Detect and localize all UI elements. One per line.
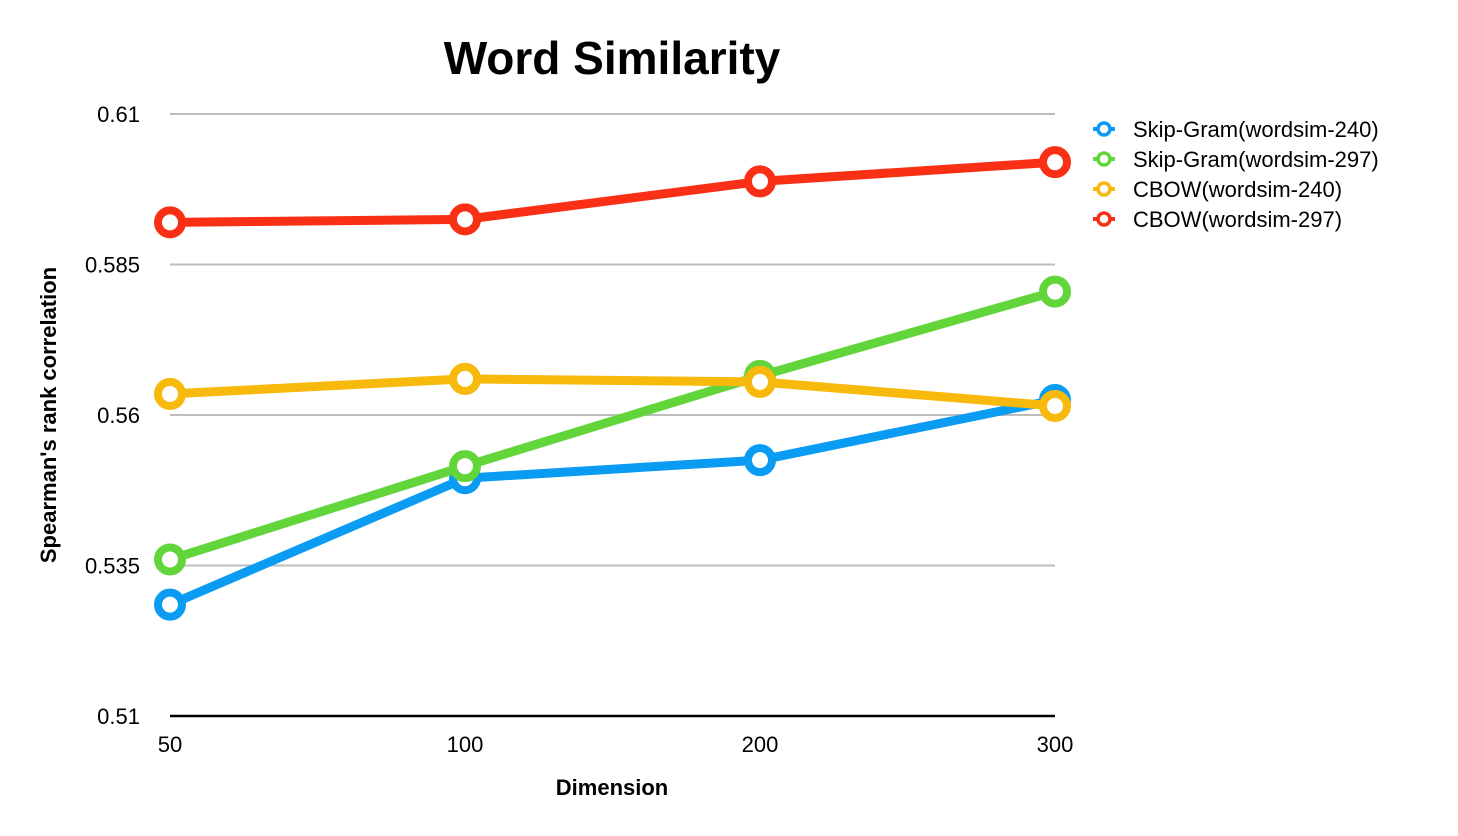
data-point bbox=[154, 206, 186, 239]
series-line bbox=[165, 374, 1060, 411]
legend-label: Skip-Gram(wordsim-240) bbox=[1133, 117, 1379, 142]
legend: Skip-Gram(wordsim-240) Skip-Gram(wordsim-… bbox=[1093, 117, 1379, 232]
y-tick-label: 0.535 bbox=[85, 554, 140, 579]
data-point bbox=[449, 203, 481, 236]
series-line bbox=[165, 287, 1060, 564]
data-point bbox=[449, 450, 481, 483]
x-tick-labels: 50 100 200 300 bbox=[158, 732, 1074, 757]
data-point bbox=[1039, 146, 1071, 179]
series-line bbox=[165, 157, 1060, 227]
x-tick-label: 50 bbox=[158, 732, 182, 757]
data-point bbox=[1039, 389, 1071, 422]
data-point bbox=[154, 588, 186, 621]
y-tick-labels: 0.51 0.535 0.56 0.585 0.61 bbox=[85, 102, 140, 729]
data-point bbox=[744, 444, 776, 477]
x-tick-label: 100 bbox=[447, 732, 484, 757]
data-point bbox=[1039, 275, 1071, 308]
series-line bbox=[165, 395, 1060, 610]
y-tick-label: 0.61 bbox=[97, 102, 140, 127]
series-group bbox=[154, 146, 1071, 621]
legend-marker bbox=[1096, 151, 1112, 167]
x-axis-label: Dimension bbox=[556, 775, 668, 800]
legend-marker bbox=[1096, 121, 1112, 137]
x-tick-label: 300 bbox=[1037, 732, 1074, 757]
data-point bbox=[154, 543, 186, 576]
legend-marker bbox=[1096, 181, 1112, 197]
legend-label: CBOW(wordsim-240) bbox=[1133, 177, 1342, 202]
data-point bbox=[744, 365, 776, 398]
data-point bbox=[744, 165, 776, 198]
grid-lines bbox=[170, 113, 1055, 718]
legend-label: CBOW(wordsim-297) bbox=[1133, 207, 1342, 232]
chart-title: Word Similarity bbox=[444, 32, 781, 84]
y-tick-label: 0.51 bbox=[97, 704, 140, 729]
data-point bbox=[449, 362, 481, 395]
legend-marker bbox=[1096, 211, 1112, 227]
y-axis-label: Spearman's rank correlation bbox=[36, 267, 61, 563]
y-tick-label: 0.56 bbox=[97, 403, 140, 428]
data-point bbox=[154, 377, 186, 410]
y-tick-label: 0.585 bbox=[85, 253, 140, 278]
legend-label: Skip-Gram(wordsim-297) bbox=[1133, 147, 1379, 172]
x-tick-label: 200 bbox=[742, 732, 779, 757]
